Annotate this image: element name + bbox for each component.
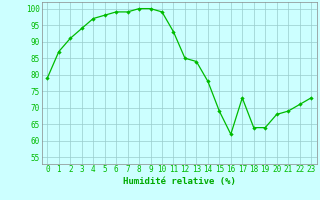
X-axis label: Humidité relative (%): Humidité relative (%) — [123, 177, 236, 186]
